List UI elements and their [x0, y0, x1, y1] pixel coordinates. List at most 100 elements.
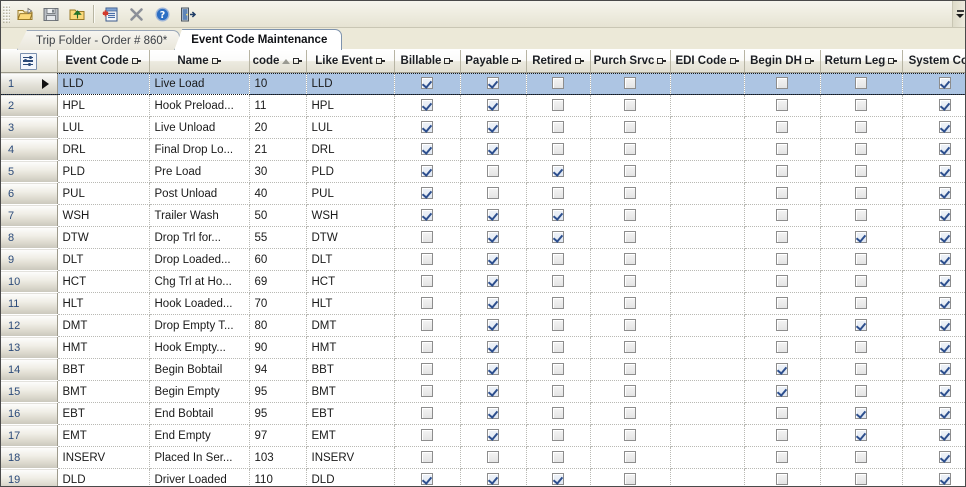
row-header[interactable]: 8 — [1, 226, 58, 249]
checkbox-retired[interactable] — [552, 385, 564, 398]
cell-return_leg[interactable] — [820, 248, 903, 271]
checkbox-return_leg[interactable] — [855, 253, 867, 266]
cell-system_code[interactable] — [902, 270, 965, 293]
cell-name[interactable]: End Bobtail — [149, 402, 250, 425]
column-header-system_code[interactable]: System Code — [902, 50, 965, 73]
column-filter-icon[interactable] — [804, 57, 814, 65]
cell-begin_dh[interactable] — [744, 314, 821, 337]
cell-edi_code[interactable] — [670, 314, 745, 337]
column-filter-icon[interactable] — [131, 57, 141, 65]
column-header-code[interactable]: code — [249, 50, 307, 73]
cell-edi_code[interactable] — [670, 446, 745, 469]
cell-retired[interactable] — [526, 138, 591, 161]
cell-billable[interactable] — [394, 160, 461, 183]
checkbox-system_code[interactable] — [939, 407, 951, 420]
cell-system_code[interactable] — [902, 94, 965, 117]
column-filter-icon[interactable] — [375, 57, 385, 65]
checkbox-begin_dh[interactable] — [776, 319, 788, 332]
checkbox-purch_srvc[interactable] — [624, 165, 636, 178]
checkbox-begin_dh[interactable] — [776, 385, 788, 398]
cell-system_code[interactable] — [902, 446, 965, 469]
cell-code[interactable]: 94 — [249, 358, 307, 381]
cell-purch_srvc[interactable] — [590, 424, 671, 447]
cell-retired[interactable] — [526, 116, 591, 139]
cell-purch_srvc[interactable] — [590, 226, 671, 249]
checkbox-retired[interactable] — [552, 341, 564, 354]
checkbox-return_leg[interactable] — [855, 143, 867, 156]
checkbox-return_leg[interactable] — [855, 473, 867, 486]
cell-event_code[interactable]: EBT — [57, 402, 150, 425]
cell-system_code[interactable] — [902, 138, 965, 161]
cell-code[interactable]: 21 — [249, 138, 307, 161]
checkbox-payable[interactable] — [487, 297, 499, 310]
cell-edi_code[interactable] — [670, 160, 745, 183]
column-header-return_leg[interactable]: Return Leg — [820, 50, 903, 73]
cell-code[interactable]: 95 — [249, 380, 307, 403]
cell-system_code[interactable] — [902, 380, 965, 403]
column-filter-icon[interactable] — [729, 57, 739, 65]
cell-name[interactable]: Live Load — [149, 72, 250, 95]
cell-retired[interactable] — [526, 270, 591, 293]
cell-like_event[interactable]: WSH — [306, 204, 395, 227]
checkbox-payable[interactable] — [487, 275, 499, 288]
row-header[interactable]: 14 — [1, 358, 58, 381]
event-code-grid[interactable]: Event Code Name code Like Event Billable Paya… — [1, 49, 965, 486]
cell-payable[interactable] — [460, 468, 527, 486]
cell-event_code[interactable]: BMT — [57, 380, 150, 403]
checkbox-billable[interactable] — [421, 341, 433, 354]
column-header-begin_dh[interactable]: Begin DH — [744, 50, 821, 73]
table-row[interactable]: 6 PUL Post Unload 40 PUL — [1, 182, 965, 205]
cell-payable[interactable] — [460, 314, 527, 337]
table-row[interactable]: 3 LUL Live Unload 20 LUL — [1, 116, 965, 139]
row-header[interactable]: 10 — [1, 270, 58, 293]
checkbox-begin_dh[interactable] — [776, 297, 788, 310]
cell-begin_dh[interactable] — [744, 138, 821, 161]
checkbox-retired[interactable] — [552, 121, 564, 134]
row-header[interactable]: 13 — [1, 336, 58, 359]
table-row[interactable]: 19 DLD Driver Loaded 110 DLD — [1, 468, 965, 486]
checkbox-system_code[interactable] — [939, 429, 951, 442]
cell-purch_srvc[interactable] — [590, 446, 671, 469]
cell-billable[interactable] — [394, 358, 461, 381]
cell-begin_dh[interactable] — [744, 292, 821, 315]
cell-payable[interactable] — [460, 160, 527, 183]
checkbox-payable[interactable] — [487, 341, 499, 354]
checkbox-payable[interactable] — [487, 121, 499, 134]
cell-code[interactable]: 69 — [249, 270, 307, 293]
cell-payable[interactable] — [460, 72, 527, 95]
cell-code[interactable]: 70 — [249, 292, 307, 315]
cell-begin_dh[interactable] — [744, 116, 821, 139]
checkbox-begin_dh[interactable] — [776, 363, 788, 376]
checkbox-payable[interactable] — [487, 451, 499, 464]
cell-code[interactable]: 80 — [249, 314, 307, 337]
cell-payable[interactable] — [460, 270, 527, 293]
checkbox-retired[interactable] — [552, 187, 564, 200]
cell-system_code[interactable] — [902, 248, 965, 271]
cell-purch_srvc[interactable] — [590, 160, 671, 183]
checkbox-billable[interactable] — [421, 451, 433, 464]
cell-like_event[interactable]: PLD — [306, 160, 395, 183]
cell-system_code[interactable] — [902, 204, 965, 227]
checkbox-billable[interactable] — [421, 77, 433, 90]
cell-event_code[interactable]: EMT — [57, 424, 150, 447]
column-filter-icon[interactable] — [444, 57, 454, 65]
cell-begin_dh[interactable] — [744, 424, 821, 447]
row-header[interactable]: 2 — [1, 94, 58, 117]
cell-retired[interactable] — [526, 358, 591, 381]
cell-system_code[interactable] — [902, 336, 965, 359]
cell-purch_srvc[interactable] — [590, 292, 671, 315]
cell-like_event[interactable]: DMT — [306, 314, 395, 337]
cell-name[interactable]: Chg Trl at Ho... — [149, 270, 250, 293]
cell-edi_code[interactable] — [670, 402, 745, 425]
checkbox-return_leg[interactable] — [855, 99, 867, 112]
cell-begin_dh[interactable] — [744, 160, 821, 183]
cell-edi_code[interactable] — [670, 380, 745, 403]
cell-system_code[interactable] — [902, 292, 965, 315]
help-question-icon[interactable]: ? — [149, 2, 175, 26]
row-header[interactable]: 9 — [1, 248, 58, 271]
cell-like_event[interactable]: DLT — [306, 248, 395, 271]
checkbox-payable[interactable] — [487, 319, 499, 332]
cell-like_event[interactable]: EMT — [306, 424, 395, 447]
checkbox-system_code[interactable] — [939, 297, 951, 310]
cell-event_code[interactable]: LLD — [57, 72, 150, 95]
